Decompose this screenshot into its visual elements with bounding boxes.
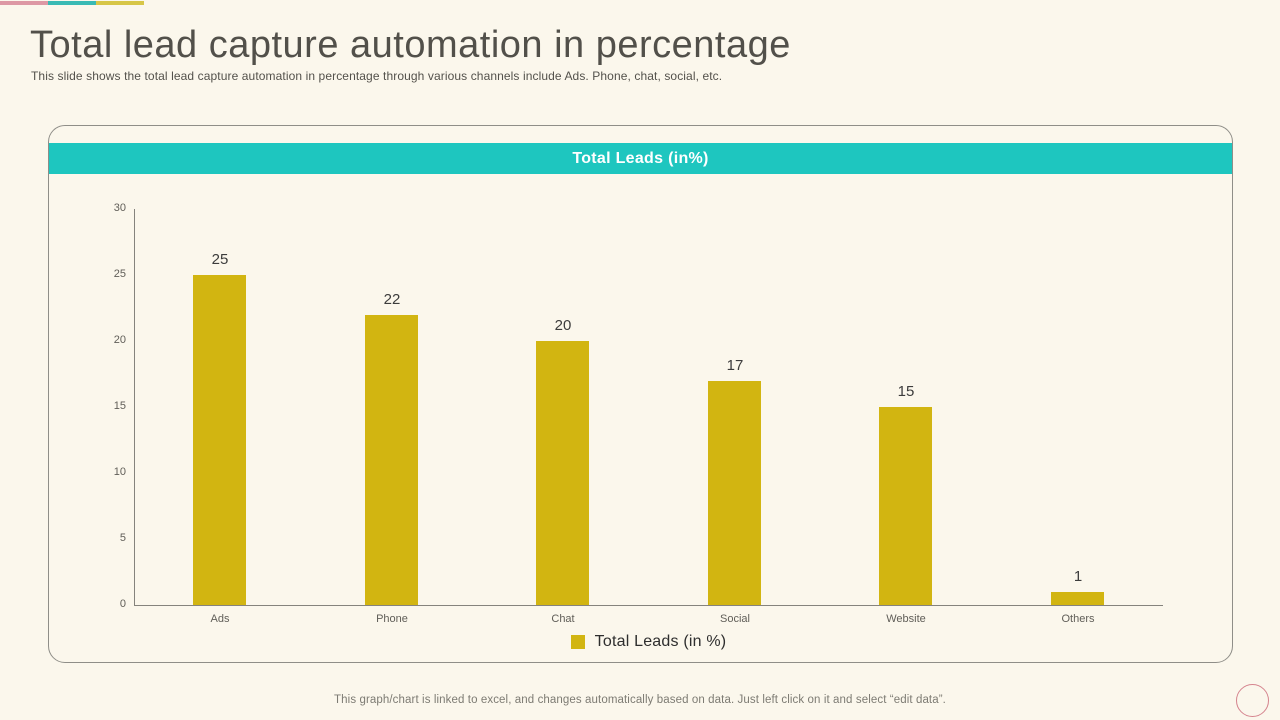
value-label-chat: 20: [554, 317, 572, 334]
bar-social[interactable]: [708, 381, 761, 605]
bar-ads[interactable]: [193, 275, 246, 605]
y-tick-label-5: 5: [119, 532, 126, 544]
bar-others[interactable]: [1051, 592, 1104, 605]
plot-area[interactable]: 25 22 20 17 15 1: [134, 209, 1163, 605]
legend-label: Total Leads (in %): [594, 633, 727, 650]
chart-header-title: Total Leads (in%): [572, 149, 709, 167]
category-label-social: Social: [720, 613, 750, 625]
accent-segment-pink: [0, 1, 48, 5]
category-label-phone: Phone: [376, 613, 408, 625]
category-label-website: Website: [886, 613, 926, 625]
chart-header: Total Leads (in%): [49, 143, 1232, 174]
x-axis-line: [134, 605, 1163, 606]
y-tick-label-20: 20: [113, 334, 126, 346]
value-label-phone: 22: [383, 291, 401, 308]
y-axis-line: [134, 209, 135, 606]
value-label-ads: 25: [211, 251, 229, 268]
chart-card[interactable]: Total Leads (in%) 0 5 10 15 20 25 30 25 22 20 17 1…: [48, 125, 1233, 663]
bar-website[interactable]: [879, 407, 932, 605]
page-title: Total lead capture automation in percent…: [30, 24, 791, 66]
x-category-labels: Ads Phone Chat Social Website Others: [134, 613, 1163, 627]
y-tick-label-30: 30: [113, 202, 126, 214]
footer-note: This graph/chart is linked to excel, and…: [334, 694, 946, 706]
y-tick-label-0: 0: [119, 598, 126, 610]
bar-phone[interactable]: [365, 315, 418, 605]
bar-chat[interactable]: [536, 341, 589, 605]
y-axis-labels: 0 5 10 15 20 25 30: [79, 202, 126, 610]
value-label-website: 15: [897, 383, 915, 400]
y-tick-label-10: 10: [113, 466, 126, 478]
accent-segment-yellow: [96, 1, 144, 5]
accent-segment-teal: [48, 1, 96, 5]
top-accent-strip: [0, 1, 144, 5]
category-label-ads: Ads: [210, 613, 230, 625]
value-label-social: 17: [726, 357, 744, 374]
y-tick-label-25: 25: [113, 268, 126, 280]
decorative-circle: [1236, 684, 1269, 717]
y-tick-label-15: 15: [113, 400, 126, 412]
legend-swatch: [570, 635, 585, 649]
value-label-others: 1: [1073, 568, 1083, 585]
category-label-others: Others: [1061, 613, 1095, 625]
category-label-chat: Chat: [551, 613, 575, 625]
page-subtitle: This slide shows the total lead capture …: [31, 69, 723, 83]
chart-legend: Total Leads (in %): [134, 633, 1163, 651]
